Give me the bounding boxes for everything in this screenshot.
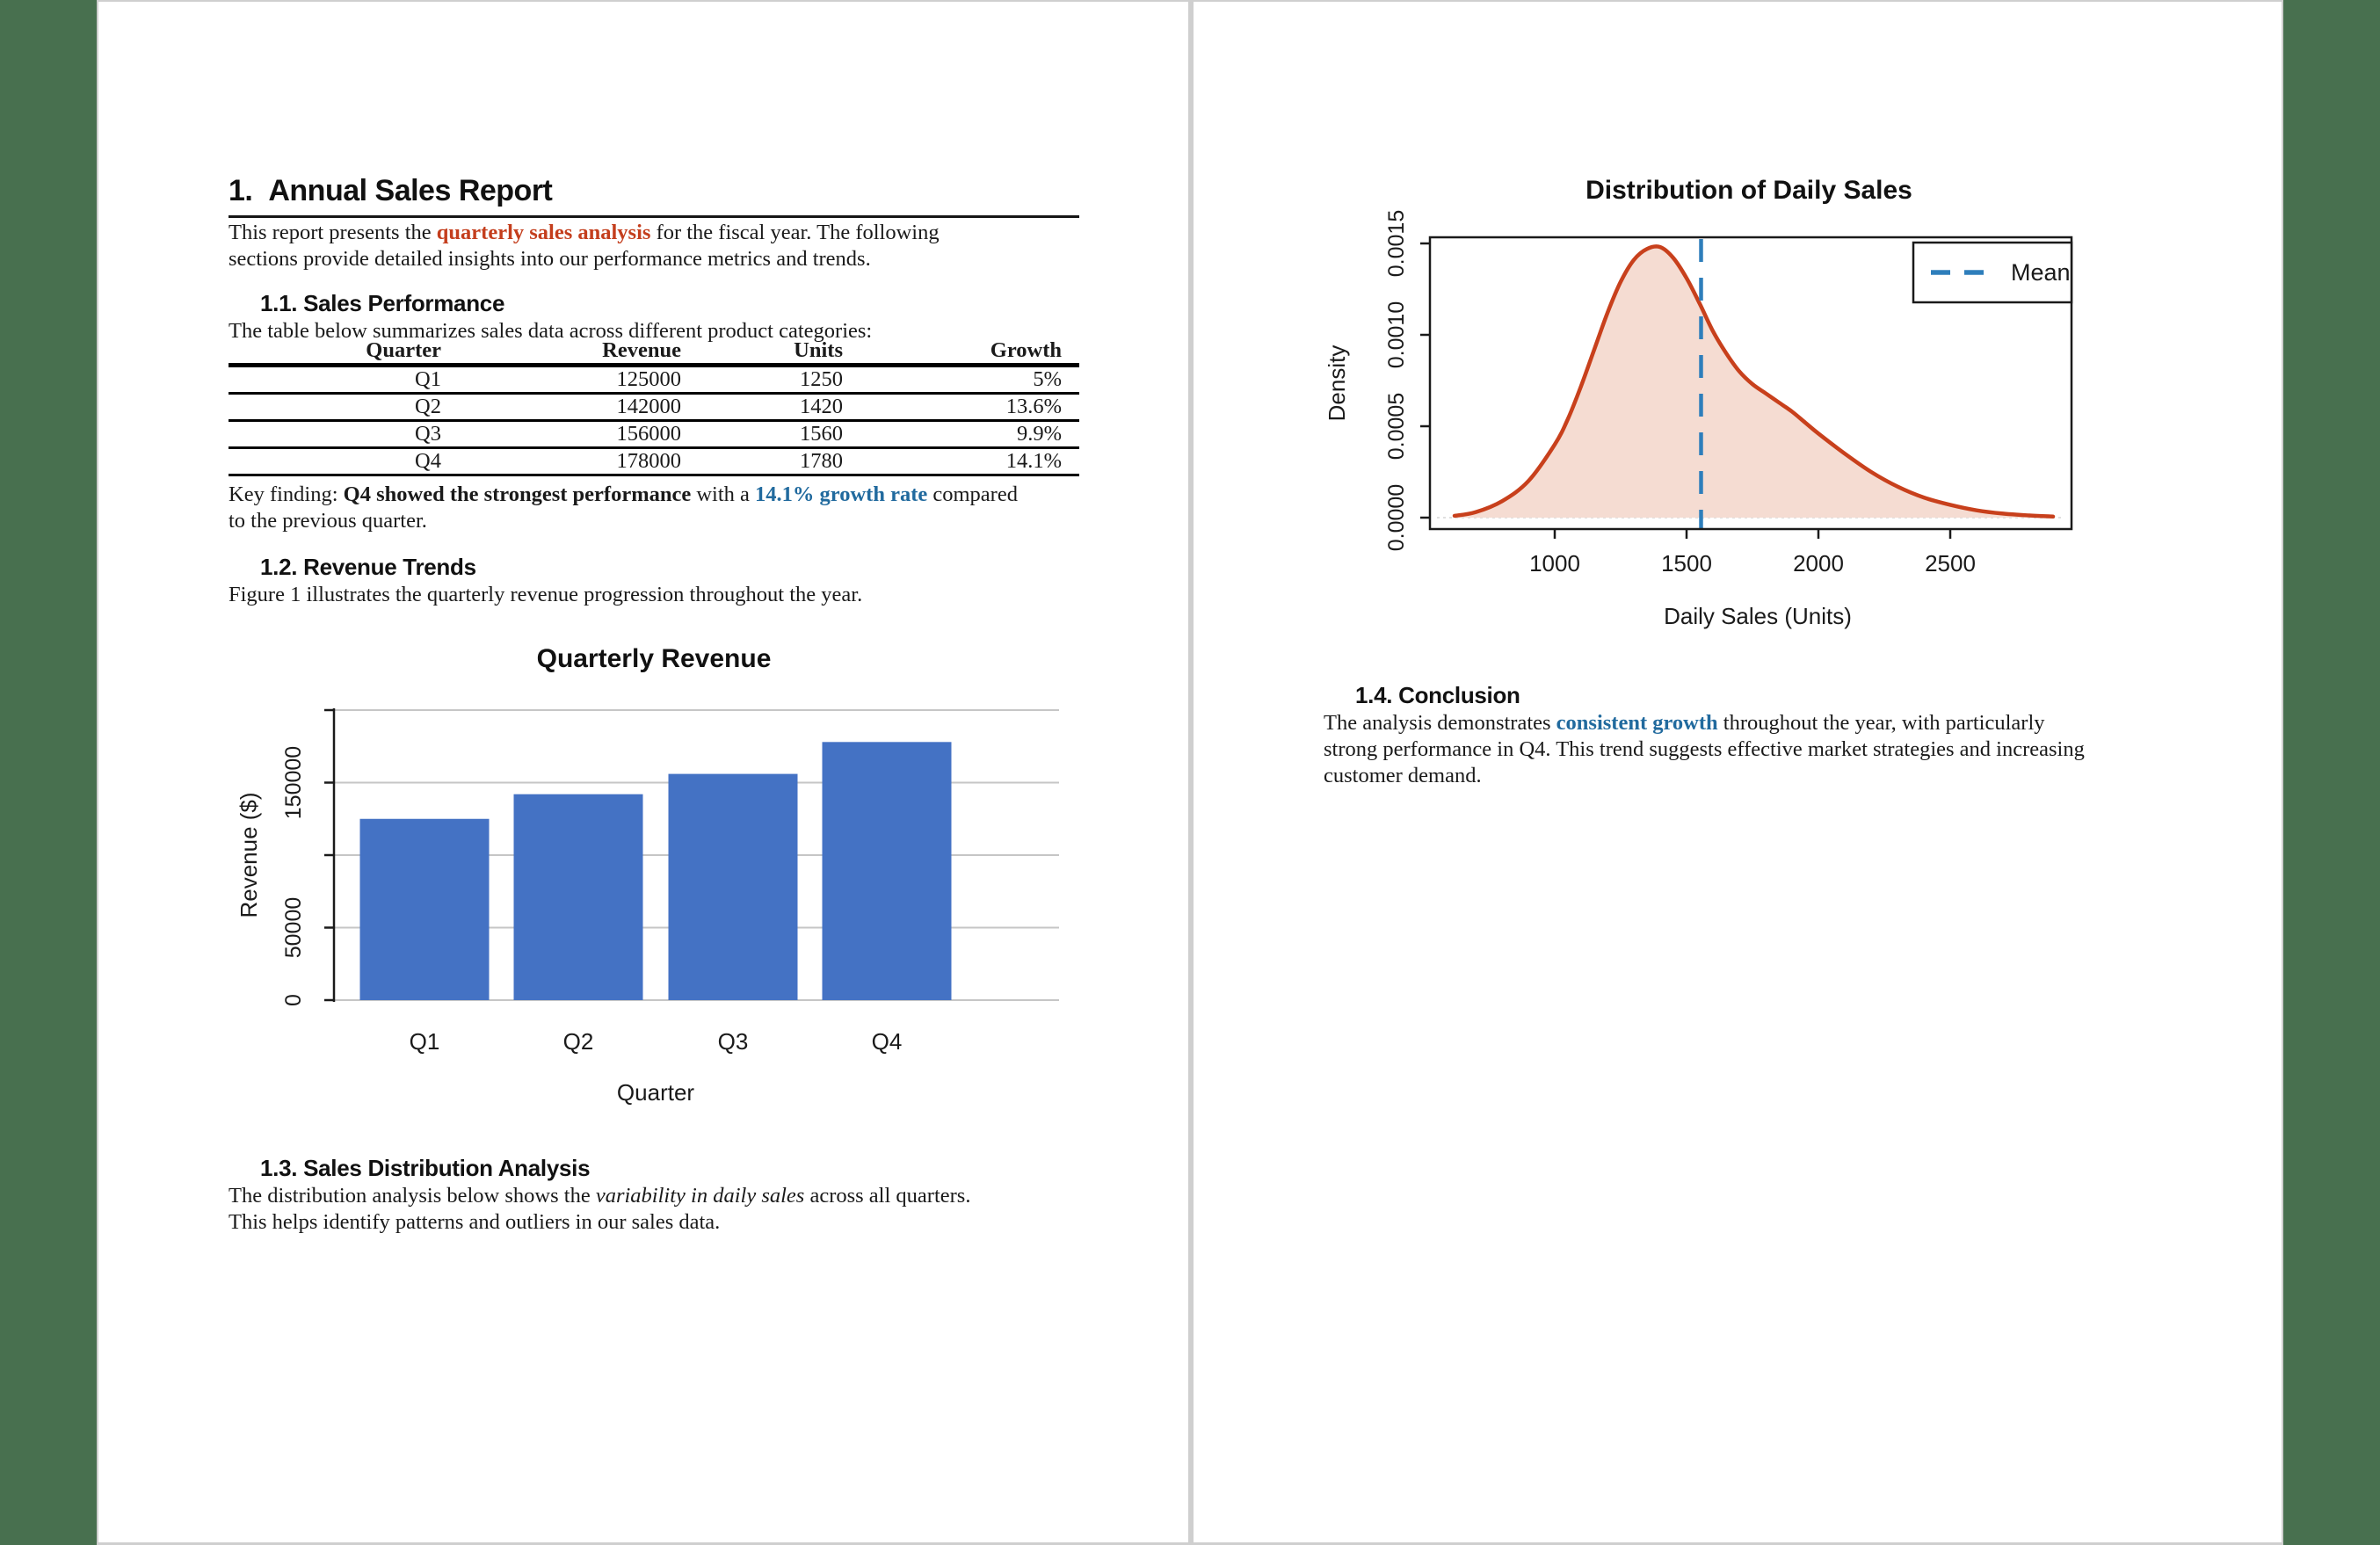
figure-lead-paragraph: Figure 1 illustrates the quarterly reven… xyxy=(229,583,863,606)
table-lead-paragraph: The table below summarizes sales data ac… xyxy=(229,319,873,343)
text-line: sections provide detailed insights into … xyxy=(229,247,871,271)
y-tick-label: 50000 xyxy=(281,897,306,959)
text-line: strong performance in Q4. This trend sug… xyxy=(1324,737,2085,761)
y-tick-label: 0.0000 xyxy=(1384,484,1409,551)
table-header-cell: Units xyxy=(794,338,843,362)
density-chart-title: Distribution of Daily Sales xyxy=(1585,176,1912,205)
section-heading-1-1: 1.1. Sales Performance xyxy=(260,290,505,316)
table-cell: Q4 xyxy=(415,449,441,473)
report-title: 1. Annual Sales Report xyxy=(229,174,1079,218)
section-heading-1-4: 1.4. Conclusion xyxy=(1355,682,1520,708)
table-header-row: Quarter Revenue Units Growth xyxy=(229,338,1079,366)
table-cell: 5% xyxy=(1033,367,1062,391)
table-cell: 142000 xyxy=(616,395,682,418)
bar-q3 xyxy=(668,773,798,1000)
table-cell: Q1 xyxy=(415,367,441,391)
text-line: customer demand. xyxy=(1324,764,1482,787)
text-line: This report presents the quarterly sales… xyxy=(229,221,940,244)
y-axis-title: Density xyxy=(1324,345,1350,422)
table-row: Q4 178000 1780 14.1% xyxy=(229,448,1079,475)
table-cell: Q2 xyxy=(415,395,441,418)
section-heading-1-2: 1.2. Revenue Trends xyxy=(260,554,476,580)
x-tick-label: Q4 xyxy=(872,1028,903,1055)
table-cell: 14.1% xyxy=(1005,449,1062,473)
report-page-1: 1. Annual Sales Report This report prese… xyxy=(98,2,1188,1542)
text-line: Key finding: Q4 showed the strongest per… xyxy=(229,482,1018,506)
x-tick-label: 1000 xyxy=(1529,550,1580,577)
key-finding-paragraph: Key finding: Q4 showed the strongest per… xyxy=(229,482,1018,534)
table-header-cell: Growth xyxy=(990,338,1062,362)
table-header-cell: Revenue xyxy=(602,338,681,362)
table-cell: 178000 xyxy=(616,449,682,473)
x-tick-label: 1500 xyxy=(1661,550,1712,577)
table-cell: 1420 xyxy=(800,395,843,418)
bar-chart-title: Quarterly Revenue xyxy=(536,644,772,673)
table-row: Q2 142000 1420 13.6% xyxy=(229,394,1079,421)
bar-q1 xyxy=(359,818,490,1000)
sales-table: Quarter Revenue Units Growth Q1 125000 1250 5% Q… xyxy=(229,338,1079,476)
x-axis-title: Daily Sales (Units) xyxy=(1664,603,1852,629)
table-cell: 13.6% xyxy=(1005,395,1062,418)
y-axis-title: Revenue ($) xyxy=(237,792,262,918)
table-row: Q3 156000 1560 9.9% xyxy=(229,421,1079,448)
text-line: The distribution analysis below shows th… xyxy=(229,1184,971,1208)
table-cell: 156000 xyxy=(616,422,682,446)
x-tick-label: Q2 xyxy=(563,1028,594,1055)
table-cell: 9.9% xyxy=(1016,422,1062,446)
x-tick-label: 2500 xyxy=(1925,550,1976,577)
x-axis-title: Quarter xyxy=(617,1079,694,1106)
density-fill xyxy=(1455,246,2053,518)
conclusion-paragraph: The analysis demonstrates consistent gro… xyxy=(1324,710,2085,789)
intro-paragraph: This report presents the quarterly sales… xyxy=(229,220,940,272)
text-line: to the previous quarter. xyxy=(229,509,427,533)
report-title-text: Annual Sales Report xyxy=(268,174,553,207)
viewer-right-margin xyxy=(2283,0,2380,1545)
y-tick-label: 150000 xyxy=(281,746,306,819)
table-header-cell: Quarter xyxy=(366,338,441,362)
viewer-left-margin xyxy=(0,0,97,1545)
report-title-number: 1. xyxy=(229,174,253,207)
report-page-2: Distribution of Daily Sales 0.0000 0.0005… xyxy=(1194,2,2282,1542)
x-tick-label: Q1 xyxy=(410,1028,440,1055)
distribution-paragraph: The distribution analysis below shows th… xyxy=(229,1183,970,1236)
y-tick-label: 0 xyxy=(281,994,306,1006)
table-cell: 1250 xyxy=(800,367,843,391)
x-tick-label: Q3 xyxy=(718,1028,749,1055)
table-cell: 1560 xyxy=(800,422,843,446)
quarterly-revenue-bar-chart: 0 50000 150000 Revenue ($) Q1 Q2 Q3 Q4 Quarter xyxy=(237,708,1059,1106)
bar-q2 xyxy=(513,794,643,1000)
section-heading-1-3: 1.3. Sales Distribution Analysis xyxy=(260,1155,591,1181)
text-line: This helps identify patterns and outlier… xyxy=(229,1210,721,1234)
legend-label: Mean xyxy=(2011,259,2071,286)
text-line: The analysis demonstrates consistent gro… xyxy=(1324,711,2045,735)
daily-sales-density-chart: 0.0000 0.0005 0.0010 0.0015 Density 1000 1500 2… xyxy=(1324,210,2073,629)
density-curve xyxy=(1452,244,2056,519)
table-cell: Q3 xyxy=(415,422,441,446)
table-cell: 1780 xyxy=(800,449,843,473)
table-row: Q1 125000 1250 5% xyxy=(229,366,1079,394)
bar-q4 xyxy=(822,742,952,1000)
y-tick-label: 0.0005 xyxy=(1384,393,1409,460)
plot-box xyxy=(1428,236,2073,531)
y-tick-label: 0.0010 xyxy=(1384,301,1409,368)
x-tick-label: 2000 xyxy=(1793,550,1844,577)
table-cell: 125000 xyxy=(616,367,682,391)
y-tick-label: 0.0015 xyxy=(1384,210,1409,277)
